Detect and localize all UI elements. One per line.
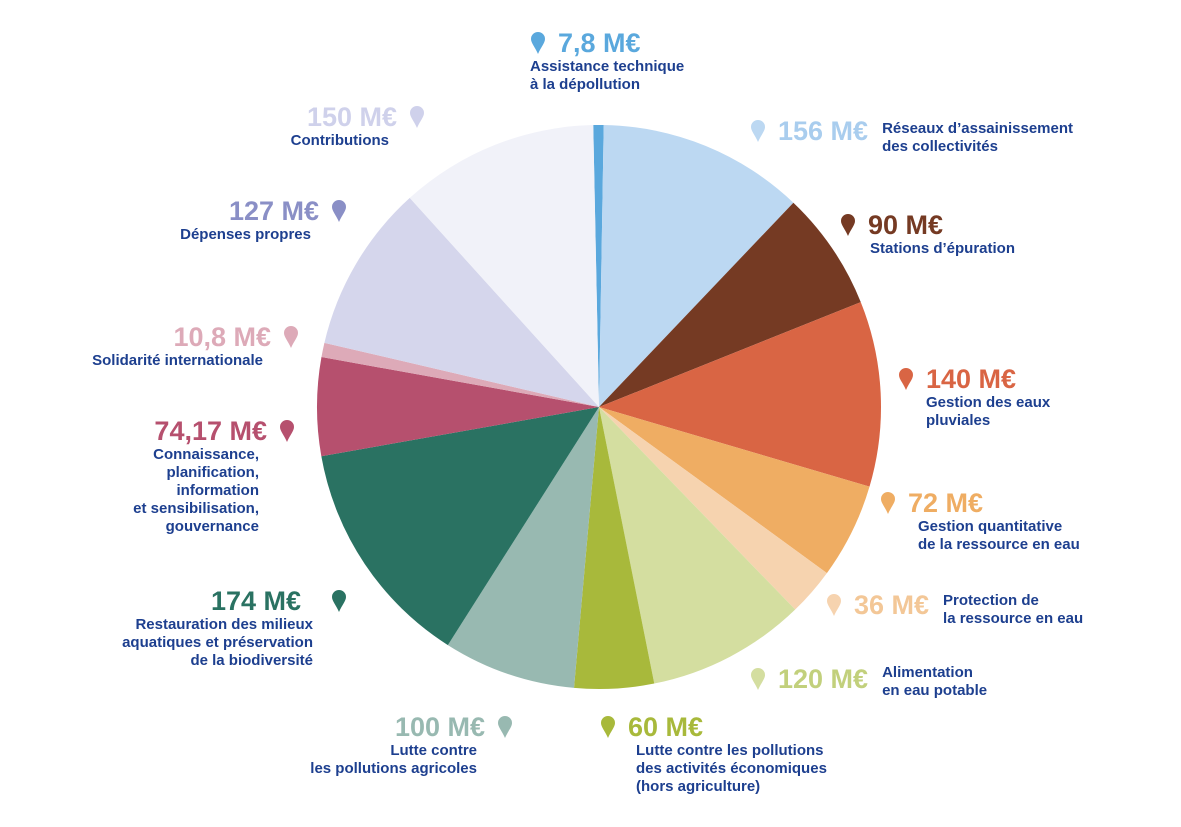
- slice-value: 140 M€: [926, 364, 1017, 394]
- pie-slice: [599, 407, 827, 610]
- slice-value: 127 M€: [228, 196, 319, 226]
- slice-value: 36 M€: [854, 590, 930, 620]
- slice-value: 60 M€: [628, 712, 704, 742]
- label-protection: 36 M€ Protection de la ressource en eau: [826, 590, 1083, 628]
- slice-value: 10,8 M€: [173, 322, 271, 352]
- slice-label: Solidarité internationale: [92, 352, 263, 369]
- pie-slice: [321, 407, 599, 646]
- label-activites-economiques: 60 M€ Lutte contre les pollutions des ac…: [600, 712, 827, 796]
- slice-label: Protection de la ressource en eau: [943, 592, 1084, 627]
- label-assistance-technique: 7,8 M€ Assistance technique à la dépollu…: [530, 28, 684, 94]
- pie-slice: [409, 125, 599, 407]
- map-pin-icon: [331, 589, 347, 613]
- label-stations: 90 M€ Stations d’épuration: [840, 210, 1015, 258]
- label-solidarite: 10,8 M€ Solidarité internationale: [92, 322, 299, 370]
- slice-label: Restauration des milieux aquatiques et p…: [122, 616, 313, 669]
- map-pin-icon: [600, 715, 616, 739]
- pie-slice: [599, 125, 794, 407]
- slice-value: 90 M€: [868, 210, 944, 240]
- map-pin-icon: [826, 593, 842, 617]
- slice-value: 7,8 M€: [558, 28, 641, 58]
- slice-value: 156 M€: [778, 116, 869, 146]
- pie-slice: [317, 357, 599, 457]
- map-pin-icon: [279, 419, 295, 443]
- slice-label: Lutte contre les pollutions agricoles: [310, 742, 477, 777]
- slice-value: 74,17 M€: [154, 416, 267, 446]
- label-depenses-propres: 127 M€ Dépenses propres: [180, 196, 347, 244]
- slice-label: Contributions: [290, 132, 389, 149]
- label-eaux-pluviales: 140 M€ Gestion des eaux pluviales: [898, 364, 1050, 430]
- map-pin-icon: [750, 667, 766, 691]
- slice-label: Assistance technique à la dépollution: [530, 58, 685, 93]
- slice-value: 174 M€: [210, 586, 301, 616]
- slice-label: Gestion des eaux pluviales: [926, 394, 1051, 429]
- map-pin-icon: [530, 31, 546, 55]
- slice-label: Réseaux d’assainissement des collectivit…: [882, 120, 1073, 155]
- pie-slice: [447, 407, 599, 688]
- slice-label: Gestion quantitative de la ressource en …: [918, 518, 1080, 553]
- label-contributions: 150 M€ Contributions: [291, 102, 425, 150]
- label-connaissance: 74,17 M€ Connaissance, planification, in…: [133, 416, 295, 536]
- label-pollutions-agricoles: 100 M€ Lutte contre les pollutions agric…: [310, 712, 513, 778]
- map-pin-icon: [497, 715, 513, 739]
- pie-slice: [599, 302, 881, 487]
- map-pin-icon: [750, 119, 766, 143]
- map-pin-icon: [840, 213, 856, 237]
- label-reseaux: 156 M€ Réseaux d’assainissement des coll…: [750, 116, 1073, 156]
- pie-slice: [321, 342, 599, 407]
- pie-slice: [599, 407, 796, 684]
- label-gestion-quantitative: 72 M€ Gestion quantitative de la ressour…: [880, 488, 1080, 554]
- pie-slice: [593, 124, 604, 407]
- pie-slice: [324, 197, 599, 407]
- label-alimentation: 120 M€ Alimentation en eau potable: [750, 664, 987, 700]
- slice-label: Connaissance, planification, information…: [133, 446, 259, 535]
- slice-label: Dépenses propres: [180, 226, 311, 243]
- pie-slice: [573, 407, 655, 689]
- pie-slice: [599, 407, 870, 574]
- slice-value: 120 M€: [778, 664, 869, 694]
- slice-value: 150 M€: [306, 102, 397, 132]
- slice-value: 100 M€: [394, 712, 485, 742]
- label-restauration: 174 M€ Restauration des milieux aquatiqu…: [122, 586, 347, 670]
- map-pin-icon: [331, 199, 347, 223]
- map-pin-icon: [409, 105, 425, 129]
- map-pin-icon: [880, 491, 896, 515]
- slice-label: Stations d’épuration: [870, 240, 1016, 257]
- slice-label: Alimentation en eau potable: [882, 664, 988, 699]
- slice-value: 72 M€: [908, 488, 984, 518]
- map-pin-icon: [898, 367, 914, 391]
- slice-label: Lutte contre les pollutions des activité…: [636, 742, 827, 795]
- pie-slice: [599, 202, 861, 407]
- map-pin-icon: [283, 325, 299, 349]
